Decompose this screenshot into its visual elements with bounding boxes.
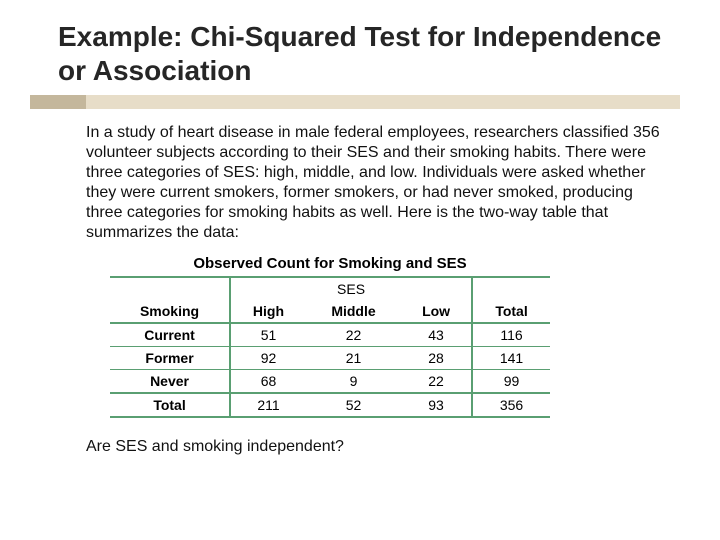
table-cell: 51 xyxy=(230,323,306,347)
table-cell: 211 xyxy=(230,393,306,417)
table-title: Observed Count for Smoking and SES xyxy=(110,253,550,276)
question-text: Are SES and smoking independent? xyxy=(86,438,680,456)
table-total-label: Total xyxy=(110,393,230,417)
accent-bar-dark xyxy=(30,95,86,109)
table-super-header: SES xyxy=(230,277,472,300)
table-cell: 92 xyxy=(230,347,306,370)
table-cell: 99 xyxy=(472,370,550,394)
accent-bar-light xyxy=(86,95,680,109)
slide-title: Example: Chi-Squared Test for Independen… xyxy=(58,20,680,87)
table-col-header: Low xyxy=(401,300,472,323)
data-table: Observed Count for Smoking and SES SES S… xyxy=(110,253,550,418)
contingency-table: SES Smoking High Middle Low Total Curren… xyxy=(110,276,550,418)
table-cell: 141 xyxy=(472,347,550,370)
table-cell: 28 xyxy=(401,347,472,370)
accent-bar xyxy=(30,95,680,109)
table-cell: 356 xyxy=(472,393,550,417)
body-paragraph: In a study of heart disease in male fede… xyxy=(86,123,670,243)
table-col-header: Total xyxy=(472,300,550,323)
table-cell: 22 xyxy=(401,370,472,394)
table-cell: 22 xyxy=(306,323,401,347)
table-rowlabel-header: Smoking xyxy=(110,300,230,323)
table-row-label: Never xyxy=(110,370,230,394)
table-cell: 93 xyxy=(401,393,472,417)
table-cell: 9 xyxy=(306,370,401,394)
table-row-label: Former xyxy=(110,347,230,370)
table-cell: 43 xyxy=(401,323,472,347)
table-col-header: High xyxy=(230,300,306,323)
table-row-label: Current xyxy=(110,323,230,347)
table-cell: 68 xyxy=(230,370,306,394)
table-cell: 116 xyxy=(472,323,550,347)
table-col-header: Middle xyxy=(306,300,401,323)
table-cell: 21 xyxy=(306,347,401,370)
table-cell: 52 xyxy=(306,393,401,417)
